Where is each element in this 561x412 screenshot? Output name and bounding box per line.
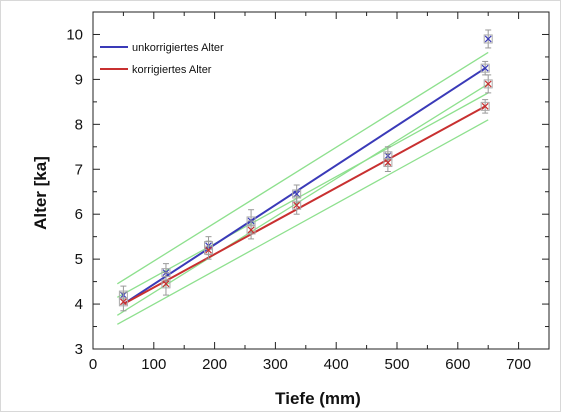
y-tick-label: 4 (75, 296, 83, 313)
point-marker (119, 298, 127, 306)
point-box (118, 297, 128, 307)
plot-area (92, 11, 550, 350)
y-tick-label: 6 (75, 206, 83, 223)
point-marker (293, 201, 301, 209)
x-tick-label: 600 (445, 356, 470, 373)
confidence-band-line (117, 92, 489, 298)
point-marker (162, 280, 170, 288)
point-korrigiertes (118, 292, 128, 312)
x-tick-label: 0 (89, 356, 97, 373)
point-marker (247, 226, 255, 234)
point-korrigiertes (383, 153, 393, 173)
fit-lines (122, 67, 486, 305)
point-marker (384, 159, 392, 166)
point-unkorrigiertes (480, 60, 490, 76)
point-box (161, 279, 171, 289)
fit-line-korrigiertes (122, 105, 486, 305)
data-points (118, 29, 493, 312)
fit-line-unkorrigiertes (122, 67, 486, 305)
x-tick-label: 200 (202, 356, 227, 373)
x-tick-label: 400 (324, 356, 349, 373)
point-korrigiertes (483, 74, 493, 94)
y-tick-label: 8 (75, 116, 83, 133)
x-axis-title: Tiefe (mm) (275, 389, 361, 408)
point-korrigiertes (204, 240, 214, 260)
point-marker (484, 35, 492, 43)
confidence-band-line (116, 51, 489, 285)
point-box (292, 200, 302, 210)
point-box (383, 158, 393, 168)
x-tick-label: 700 (506, 356, 531, 373)
point-korrigiertes (292, 195, 302, 215)
legend: unkorrigiertes Alter korrigiertes Alter (100, 42, 224, 76)
point-marker (205, 246, 212, 254)
y-tick-label: 3 (75, 341, 83, 358)
y-tick-label: 7 (75, 161, 83, 178)
y-tick-label: 10 (66, 26, 83, 43)
legend-label-korrigiertes: korrigiertes Alter (132, 64, 212, 76)
point-korrigiertes (480, 99, 490, 114)
x-tick-label: 100 (141, 356, 166, 373)
point-unkorrigiertes (483, 29, 493, 49)
point-marker (481, 64, 489, 72)
y-tick-label: 9 (75, 71, 83, 88)
point-box (480, 101, 490, 111)
point-marker (484, 80, 492, 88)
y-axis-ticks: 3 4 5 6 7 8 9 10 (66, 11, 549, 358)
point-korrigiertes (161, 272, 171, 296)
point-korrigiertes (246, 220, 256, 240)
point-box (483, 79, 493, 89)
point-box (480, 63, 490, 73)
confidence-band-line (116, 83, 489, 316)
legend-label-unkorrigiertes: unkorrigiertes Alter (132, 42, 224, 54)
x-tick-label: 500 (384, 356, 409, 373)
x-tick-label: 300 (263, 356, 288, 373)
y-tick-label: 5 (75, 251, 83, 268)
confidence-bands (116, 51, 489, 325)
point-box (246, 225, 256, 235)
x-axis-ticks: 0 100 200 300 400 500 600 700 (89, 12, 531, 373)
confidence-band-line (117, 119, 489, 325)
point-box (483, 34, 493, 44)
point-marker (481, 102, 489, 110)
y-axis-title: Alter [ka] (31, 156, 50, 230)
point-box (204, 245, 214, 255)
